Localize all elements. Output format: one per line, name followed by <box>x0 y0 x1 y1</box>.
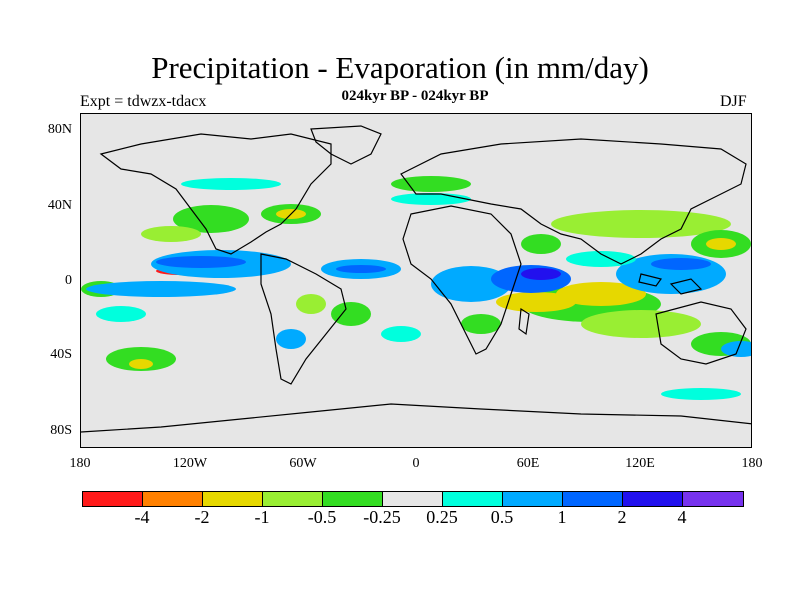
field-patch <box>496 292 576 312</box>
field-patch <box>551 210 731 238</box>
colorbar-box <box>203 492 263 506</box>
colorbar-label: -4 <box>134 507 150 527</box>
field-patch <box>276 329 306 349</box>
lat-label-40n: 40N <box>47 198 72 213</box>
field-patch <box>296 294 326 314</box>
field-patch <box>96 306 146 322</box>
field-patch <box>651 258 711 270</box>
map-area <box>80 113 752 448</box>
colorbar-box <box>503 492 563 506</box>
colorbar-label: 4 <box>677 507 687 527</box>
lat-label-80n: 80N <box>47 122 72 137</box>
field-patch <box>431 266 511 302</box>
map-title: Precipitation - Evaporation (in mm/day) <box>151 50 649 85</box>
field-patch <box>141 226 201 242</box>
colorbar-box <box>143 492 203 506</box>
field-patch <box>391 193 471 205</box>
season-label: DJF <box>720 93 747 110</box>
lon-label-60w: 60W <box>289 456 317 471</box>
field-patch <box>86 281 236 297</box>
colorbar-box <box>323 492 383 506</box>
anomaly-field <box>81 176 751 400</box>
field-patch <box>336 265 386 273</box>
lon-label-180w: 180 <box>69 456 91 471</box>
field-patch <box>706 238 736 250</box>
lon-label-120e: 120E <box>625 456 655 471</box>
colorbar-label: 2 <box>617 507 627 527</box>
field-patch <box>331 302 371 326</box>
map-canvas <box>81 125 751 433</box>
colorbar-label: -0.25 <box>363 507 401 527</box>
lon-label-120w: 120W <box>172 456 208 471</box>
coastlines <box>81 125 751 433</box>
colorbar-label: 0.25 <box>426 507 458 527</box>
field-patch <box>391 176 471 192</box>
colorbar <box>82 491 744 507</box>
field-patch <box>721 341 751 357</box>
colorbar-label: -2 <box>194 507 210 527</box>
colorbar-label: 1 <box>557 507 567 527</box>
colorbar-box <box>383 492 443 506</box>
experiment-label: Expt = tdwzx-tdacx <box>80 93 207 110</box>
field-patch <box>129 359 153 369</box>
field-patch <box>156 256 246 268</box>
lon-label-60e: 60E <box>516 456 540 471</box>
colorbar-box <box>83 492 143 506</box>
colorbar-box <box>443 492 503 506</box>
field-patch <box>581 310 701 338</box>
field-patch <box>173 205 249 233</box>
lon-label-0: 0 <box>412 456 420 471</box>
colorbar-label: -1 <box>254 507 270 527</box>
field-patch <box>181 178 281 190</box>
field-patch <box>521 234 561 254</box>
lon-label-180e: 180 <box>741 456 763 471</box>
colorbar-box <box>563 492 623 506</box>
field-patch <box>461 314 501 334</box>
map-subtitle: 024kyr BP - 024kyr BP <box>341 88 489 104</box>
lat-label-0: 0 <box>65 273 72 288</box>
colorbar-label: 0.5 <box>490 507 514 527</box>
colorbar-box <box>683 492 743 506</box>
lat-label-40s: 40S <box>50 347 72 362</box>
field-patch <box>381 326 421 342</box>
colorbar-label: -0.5 <box>307 507 337 527</box>
field-patch <box>521 268 561 280</box>
colorbar-box <box>623 492 683 506</box>
colorbar-box <box>263 492 323 506</box>
field-patch <box>556 282 646 306</box>
field-patch <box>661 388 741 400</box>
lat-label-80s: 80S <box>50 423 72 438</box>
